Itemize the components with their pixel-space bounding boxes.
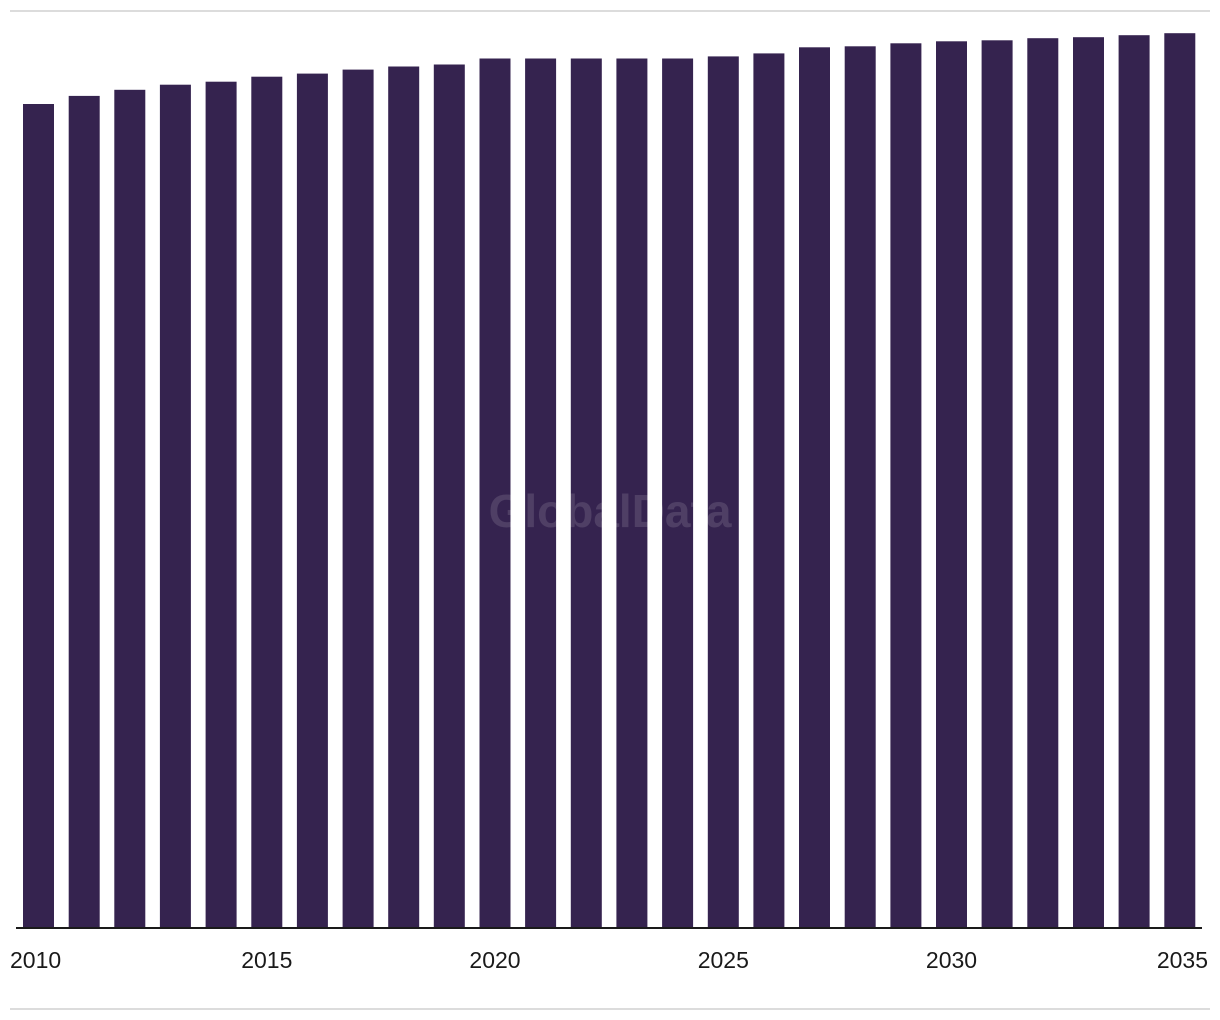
x-tick-label-2035: 2035: [1157, 947, 1208, 973]
bar-2019: [433, 64, 465, 927]
x-tick-label-2030: 2030: [926, 947, 977, 973]
x-tick-label-2015: 2015: [241, 947, 292, 973]
bar-2025: [707, 56, 739, 927]
bar-2033: [1073, 37, 1104, 927]
bar-2029: [890, 43, 922, 928]
bar-2027: [799, 47, 830, 928]
bar-2032: [1027, 38, 1059, 927]
bar-2013: [159, 84, 191, 927]
bar-2028: [844, 46, 876, 928]
bar-2017: [342, 69, 374, 928]
bar-2022: [570, 58, 602, 927]
bar-2035: [1164, 33, 1196, 927]
x-tick-label-2020: 2020: [469, 947, 520, 973]
bars-group: [23, 33, 1196, 928]
bar-2034: [1118, 35, 1150, 927]
x-tick-label-2010: 2010: [10, 947, 61, 973]
bar-2031: [981, 40, 1013, 928]
bar-2030: [936, 41, 967, 928]
bar-2014: [205, 81, 237, 927]
x-tick-label-2025: 2025: [698, 947, 749, 973]
bar-2016: [296, 73, 328, 928]
x-axis-ticks: 2010 2015 2020 2025 2030 2035: [10, 947, 1208, 973]
bar-2020: [479, 58, 511, 927]
bar-2011: [68, 95, 100, 927]
bar-2024: [662, 58, 694, 927]
bar-2023: [616, 58, 648, 927]
bar-2015: [251, 76, 283, 927]
bar-2012: [114, 89, 146, 928]
watermark: GlobalData: [489, 485, 732, 537]
bar-2026: [753, 53, 785, 927]
bar-2018: [388, 66, 420, 927]
bar-2010: [23, 104, 54, 927]
bar-2021: [525, 58, 557, 927]
